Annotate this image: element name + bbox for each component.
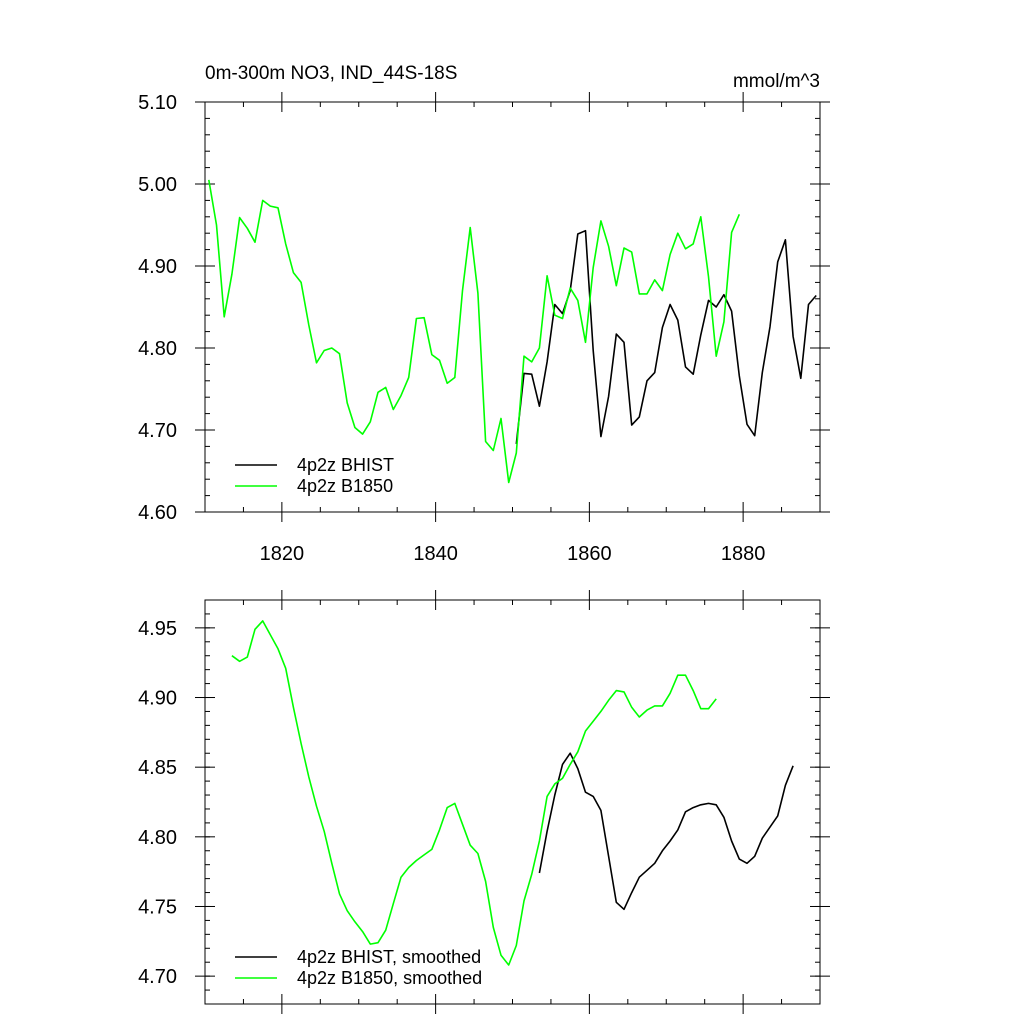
ticks-bottom: 4.70 4.75 4.80 4.85 4.90 4.95 xyxy=(138,590,830,1014)
y-tick-label: 4.80 xyxy=(138,827,177,849)
series-line xyxy=(231,620,717,966)
ticks-top: 1820 1840 1860 1880 4.60 4.70 4.80 4.90 5.00 5.10 xyxy=(138,92,830,565)
plot-frame-top xyxy=(204,101,821,513)
legend-label: 4p2z B1850, smoothed xyxy=(297,968,482,988)
top-panel: 1820 1840 1860 1880 4.60 4.70 4.80 4.90 5.00 5.10… xyxy=(138,63,830,565)
units-label: mmol/m^3 xyxy=(733,71,820,92)
x-tick-label: 1880 xyxy=(721,543,766,565)
y-tick-label: 4.70 xyxy=(138,966,177,988)
series-bottom xyxy=(231,620,794,966)
chart-title: 0m-300m NO3, IND_44S-18S xyxy=(205,63,457,84)
y-tick-label: 4.85 xyxy=(138,757,177,779)
x-tick-label: 1840 xyxy=(413,543,458,565)
series-line xyxy=(515,229,817,444)
y-tick-label: 4.60 xyxy=(138,502,177,524)
y-tick-label: 4.75 xyxy=(138,896,177,918)
x-tick-label: 1820 xyxy=(260,543,305,565)
bottom-panel: 4.70 4.75 4.80 4.85 4.90 4.95 4p2z BHIST, smo… xyxy=(138,590,830,1014)
legend-label: 4p2z BHIST xyxy=(297,455,394,475)
legend-label: 4p2z BHIST, smoothed xyxy=(297,947,481,967)
series-line xyxy=(208,179,741,484)
y-tick-label: 4.80 xyxy=(138,338,177,360)
y-tick-label: 4.95 xyxy=(138,618,177,640)
y-tick-label: 5.10 xyxy=(138,92,177,114)
y-tick-label: 4.90 xyxy=(138,256,177,278)
series-line xyxy=(538,752,794,911)
x-tick-label: 1860 xyxy=(567,543,612,565)
y-tick-label: 4.70 xyxy=(138,420,177,442)
y-tick-label: 5.00 xyxy=(138,174,177,196)
plot-frame-bottom xyxy=(204,599,821,1005)
series-top xyxy=(208,179,817,484)
legend-label: 4p2z B1850 xyxy=(297,476,393,496)
y-tick-label: 4.90 xyxy=(138,688,177,710)
